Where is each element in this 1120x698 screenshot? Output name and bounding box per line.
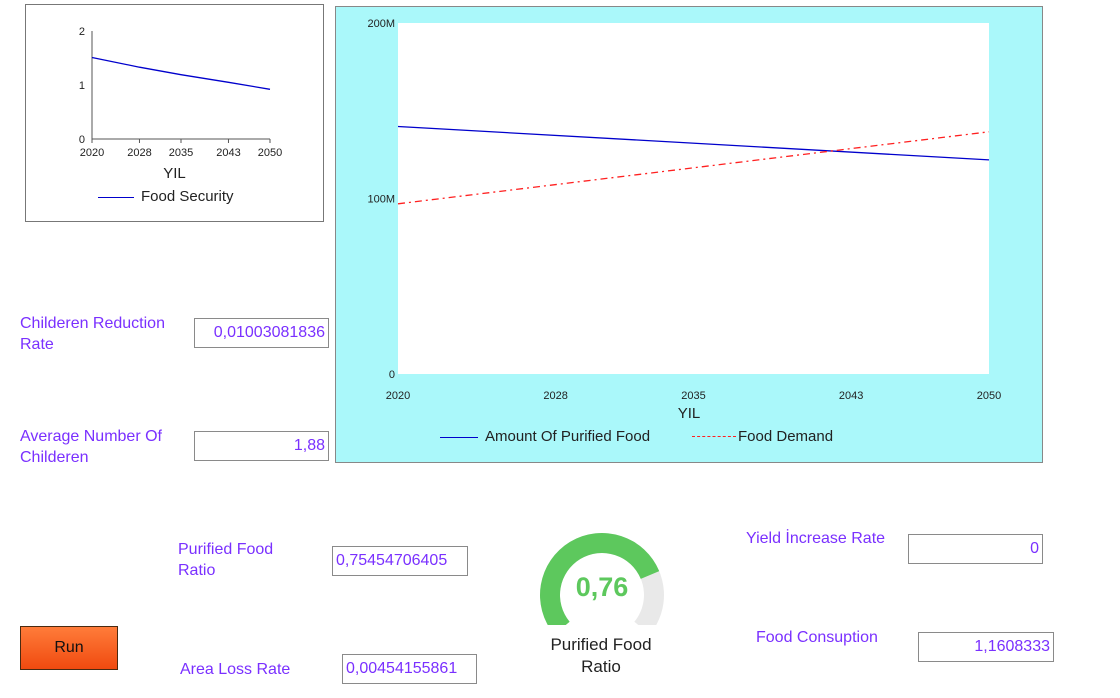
- area-loss-rate-label: Area Loss Rate: [180, 661, 291, 678]
- food-demand-legend-swatch: [692, 436, 736, 437]
- gauge-fill: [540, 533, 660, 625]
- food-security-chart: 2020 2028 2035 2043 2050 0 1 2: [79, 26, 282, 159]
- big-y-tick-label: 0: [389, 369, 395, 381]
- food-consuption-label: Food Consuption: [756, 629, 878, 646]
- food-supply-demand-axes: 2020 2028 2035 2043 2050 0 100M 200M: [367, 18, 1001, 402]
- gauge-label: Purified Food Ratio: [550, 635, 652, 676]
- childeren-reduction-rate-label: Childeren Reduction Rate: [20, 315, 165, 353]
- plot-area: [398, 23, 989, 374]
- childeren-reduction-rate-input[interactable]: 0,01003081836: [194, 318, 329, 348]
- food-security-line: [91, 56, 271, 90]
- small-y-tick-label: 2: [79, 26, 85, 38]
- food-supply-demand-legend: Amount Of Purified Food Food Demand: [440, 427, 900, 447]
- food-supply-demand-chart: 2020 2028 2035 2043 2050 0 100M 200M: [367, 18, 1001, 402]
- purified-food-legend-swatch: [440, 437, 478, 438]
- small-x-tick-label: 2050: [258, 147, 282, 159]
- food-security-legend: Food Security: [98, 187, 298, 207]
- food-supply-demand-x-axis-title: YIL: [677, 405, 701, 422]
- purified-food-line: [397, 125, 990, 161]
- area-loss-rate-input[interactable]: 0,00454155861: [342, 654, 477, 684]
- food-security-x-axis-title: YIL: [163, 165, 186, 182]
- yield-increase-rate-input[interactable]: 0: [908, 534, 1043, 564]
- purified-food-legend-label: Amount Of Purified Food: [485, 428, 651, 445]
- run-button[interactable]: Run: [20, 626, 118, 670]
- food-demand-line: [397, 131, 990, 205]
- big-y-tick-label: 100M: [367, 194, 395, 206]
- small-x-tick-label: 2043: [216, 147, 240, 159]
- food-supply-demand-chart-panel: 2020 2028 2035 2043 2050 0 100M 200M YIL Amount…: [335, 6, 1043, 463]
- gauge-value: 0,76: [575, 572, 629, 602]
- purified-food-ratio-input[interactable]: 0,75454706405: [332, 546, 468, 576]
- big-x-tick-label: 2028: [543, 390, 567, 402]
- food-supply-demand-series-group: [397, 125, 990, 205]
- yield-increase-rate-label: Yield İncrease Rate: [746, 530, 886, 547]
- big-x-tick-label: 2043: [839, 390, 863, 402]
- food-demand-legend-label: Food Demand: [738, 428, 834, 445]
- food-consuption-input[interactable]: 1,1608333: [918, 632, 1054, 662]
- small-y-tick-label: 0: [79, 134, 85, 146]
- big-x-tick-label: 2020: [386, 390, 410, 402]
- average-number-of-childeren-label: Average Number Of Childeren: [20, 428, 162, 466]
- small-x-tick-label: 2028: [127, 147, 151, 159]
- small-y-tick-label: 1: [79, 80, 85, 92]
- food-security-series-group: [91, 56, 271, 90]
- purified-food-ratio-label: Purified Food Ratio: [178, 541, 274, 579]
- big-x-tick-label: 2050: [977, 390, 1001, 402]
- big-x-tick-label: 2035: [681, 390, 705, 402]
- food-security-axes: 2020 2028 2035 2043 2050 0 1 2: [79, 26, 282, 159]
- food-security-legend-label: Food Security: [141, 188, 234, 205]
- small-x-tick-label: 2035: [169, 147, 193, 159]
- small-x-tick-label: 2020: [80, 147, 104, 159]
- food-security-chart-panel: 2020 2028 2035 2043 2050 0 1 2 YIL Food Securit…: [25, 4, 324, 222]
- big-y-tick-label: 200M: [367, 18, 395, 30]
- food-security-legend-swatch: [98, 197, 134, 198]
- average-number-of-childeren-input[interactable]: 1,88: [194, 431, 329, 461]
- purified-food-ratio-gauge: 0,76: [532, 525, 672, 625]
